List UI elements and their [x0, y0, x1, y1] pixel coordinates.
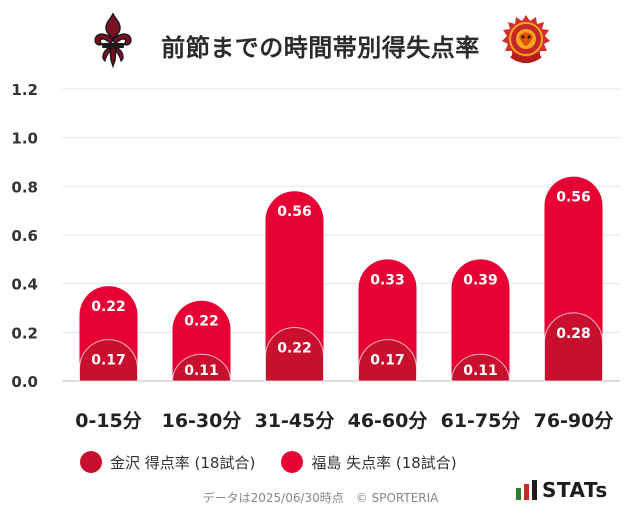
y-tick-label: 0.6 — [11, 227, 38, 245]
chart-header: 前節までの時間帯別得失点率 — [0, 0, 641, 82]
stats-brand: STATs — [542, 478, 608, 502]
data-label-fukushima: 0.39 — [463, 272, 498, 288]
fleur-de-lis-crest-icon — [93, 12, 133, 74]
legend-swatch-fukushima — [281, 451, 304, 473]
x-tick-label: 46-60分 — [348, 410, 428, 432]
y-tick-label: 0.0 — [11, 373, 38, 391]
x-tick-label: 0-15分 — [75, 410, 142, 432]
fukushima-united-crest-icon — [500, 13, 552, 73]
data-label-fukushima: 0.56 — [277, 204, 312, 220]
legend-item-fukushima: 福島 失点率 (18試合) — [281, 451, 457, 473]
bar-kanazawa — [79, 339, 138, 382]
data-label-fukushima: 0.22 — [184, 314, 219, 330]
y-tick-label: 0.8 — [11, 178, 38, 196]
data-label-fukushima: 0.56 — [556, 190, 591, 206]
data-label-fukushima: 0.22 — [91, 299, 126, 315]
y-tick-label: 1.0 — [11, 130, 38, 148]
data-label-kanazawa: 0.11 — [184, 363, 219, 379]
data-label-kanazawa: 0.17 — [370, 353, 405, 369]
bar-kanazawa — [171, 353, 232, 382]
y-tick-label: 1.2 — [11, 81, 38, 99]
legend-item-kanazawa: 金沢 得点率 (18試合) — [80, 451, 255, 473]
bar-chart: 0.0 0.2 0.4 0.6 0.8 1.0 1.2 0.22 0.17 0-15分 0.22 0.… — [11, 81, 620, 432]
y-tick-label: 0.2 — [11, 324, 38, 342]
data-label-fukushima: 0.33 — [370, 272, 405, 288]
stats-logo: STATs — [516, 478, 608, 502]
legend-label-kanazawa: 金沢 得点率 (18試合) — [110, 453, 256, 472]
stats-bars-icon — [516, 480, 537, 500]
data-label-kanazawa: 0.22 — [277, 340, 312, 356]
data-label-kanazawa: 0.17 — [91, 353, 126, 369]
bar-fukushima — [451, 259, 510, 381]
bar-kanazawa — [544, 312, 603, 382]
x-tick-label: 61-75分 — [441, 410, 521, 432]
data-label-kanazawa: 0.11 — [463, 363, 498, 379]
legend-swatch-kanazawa — [80, 451, 102, 473]
data-label-kanazawa: 0.28 — [556, 326, 591, 342]
bar-kanazawa — [265, 327, 324, 382]
bar-kanazawa — [358, 339, 417, 382]
y-tick-label: 0.4 — [11, 276, 38, 294]
legend-label-fukushima: 福島 失点率 (18試合) — [311, 453, 457, 472]
x-tick-label: 16-30分 — [162, 410, 242, 432]
bar-kanazawa — [450, 353, 511, 382]
chart-title: 前節までの時間帯別得失点率 — [161, 34, 480, 62]
legend: 金沢 得点率 (18試合) 福島 失点率 (18試合) — [80, 450, 483, 474]
x-tick-label: 76-90分 — [534, 410, 614, 432]
data-source-footer: データは2025/06/30時点 © SPORTERIA — [202, 491, 439, 505]
x-tick-label: 31-45分 — [255, 410, 335, 432]
